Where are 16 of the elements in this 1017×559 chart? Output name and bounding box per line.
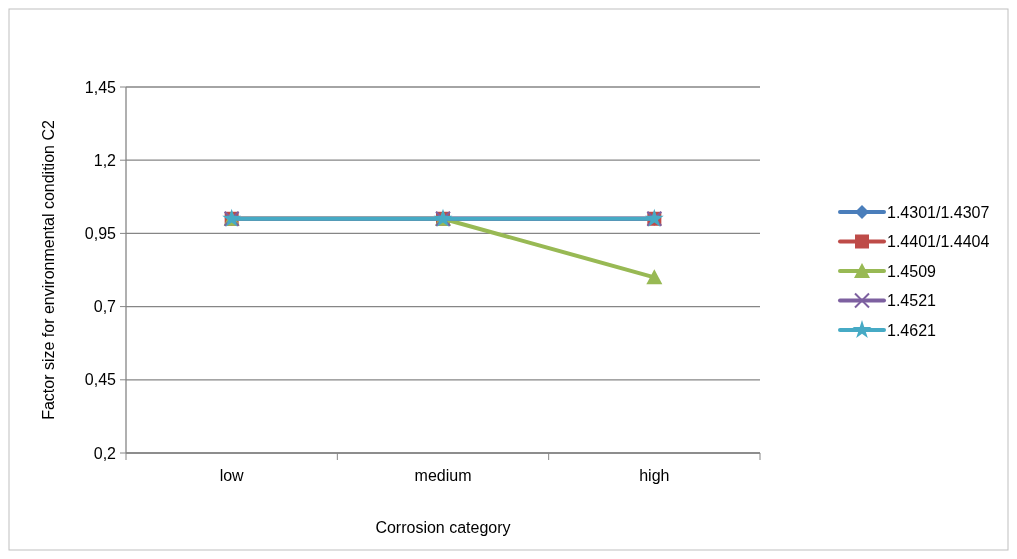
x-tick-label: low (219, 467, 245, 484)
y-tick-label: 0,95 (84, 225, 117, 242)
y-axis-title: Factor size for environmental condition C2 (40, 120, 57, 420)
x-tick-label: medium (414, 467, 472, 484)
y-tick-label: 1,2 (93, 151, 117, 169)
x-tick-label: high (639, 467, 670, 484)
legend-label: 1.4509 (887, 262, 937, 280)
legend-label: 1.4301/1.4307 (887, 203, 990, 221)
y-tick-label: 0,2 (93, 444, 117, 462)
legend-label: 1.4521 (887, 292, 937, 310)
legend-label: 1.4621 (887, 321, 937, 339)
y-tick-label: 1,45 (84, 78, 117, 96)
y-tick-label: 0,45 (84, 371, 117, 389)
y-tick-label: 0,7 (93, 298, 117, 316)
legend-label: 1.4401/1.4404 (887, 233, 990, 251)
x-axis-title: Corrosion category (375, 519, 511, 536)
